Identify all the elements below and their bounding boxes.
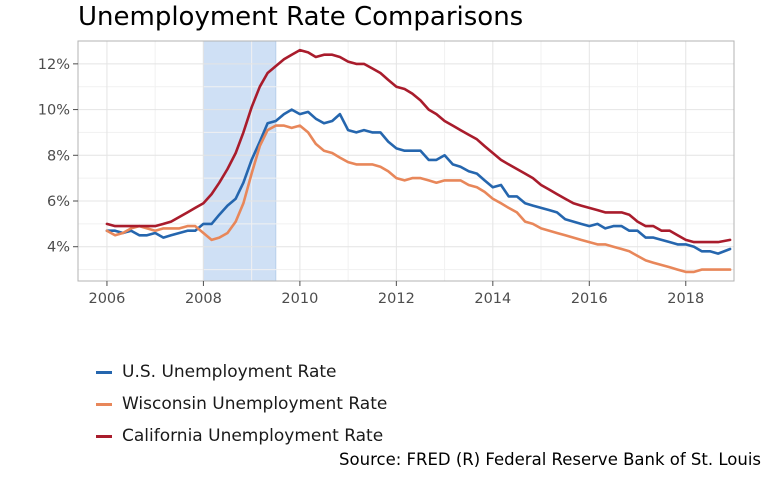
legend-swatch [96,434,112,438]
source-note: Source: FRED (R) Federal Reserve Bank of… [339,450,761,469]
legend-label: California Unemployment Rate [122,426,384,446]
series-line-1 [105,124,732,274]
plot-area [78,41,734,281]
y-tick-label: 10% [38,103,70,119]
x-tick-label: 2012 [378,291,415,307]
y-tick-label: 12% [38,57,70,73]
plot-border [77,40,735,282]
x-tick-label: 2016 [571,291,608,307]
grid-layer [78,41,734,281]
line-chart: 2006 2008 2010 2012 2014 2016 2018 4% 6% 8% 10% 12% [38,40,735,307]
y-tick-label: 6% [47,194,70,210]
y-tick-label: 8% [47,148,70,164]
x-tick-label: 2008 [185,291,222,307]
series-layer [105,48,732,274]
legend-item: California Unemployment Rate [96,420,387,452]
y-tick-label: 4% [47,240,70,256]
legend-swatch [96,402,112,406]
x-tick-label: 2014 [474,291,511,307]
x-tick-label: 2018 [667,291,704,307]
x-tick-label: 2010 [281,291,318,307]
series-line-0 [105,108,732,255]
series-line-2 [105,48,732,244]
x-tick-label: 2006 [88,291,125,307]
legend-label: Wisconsin Unemployment Rate [122,394,388,414]
axis-layer: 2006 2008 2010 2012 2014 2016 2018 4% 6% 8% 10% 12% [38,57,704,307]
legend-item: U.S. Unemployment Rate [96,356,387,388]
chart-title: Unemployment Rate Comparisons [78,2,524,32]
legend-label: U.S. Unemployment Rate [122,362,337,382]
legend-swatch [96,370,112,374]
legend: U.S. Unemployment Rate Wisconsin Unemploy… [96,356,387,452]
legend-item: Wisconsin Unemployment Rate [96,388,387,420]
